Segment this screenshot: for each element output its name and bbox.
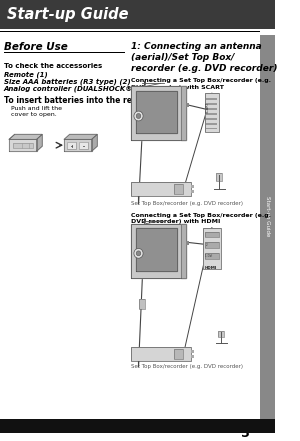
Bar (205, 242, 219, 248)
Bar (205, 93, 219, 132)
Bar (191, 355, 194, 358)
Bar (0, 419, 275, 433)
Text: HDMI: HDMI (205, 266, 217, 270)
Bar (191, 191, 194, 193)
Bar (205, 242, 219, 248)
Bar (203, 228, 221, 269)
Text: Before Use: Before Use (4, 42, 68, 52)
Bar (67, 142, 76, 149)
Polygon shape (92, 135, 97, 151)
Text: 1 DVI: 1 DVI (206, 254, 213, 258)
Bar (206, 118, 218, 120)
Circle shape (136, 113, 141, 119)
Polygon shape (136, 91, 177, 133)
Polygon shape (37, 135, 42, 151)
Polygon shape (131, 86, 186, 140)
Bar (217, 173, 222, 180)
Text: Size AAA batteries (R3 type) (2): Size AAA batteries (R3 type) (2) (4, 78, 130, 85)
Text: Remote (1): Remote (1) (4, 71, 47, 78)
Text: 5: 5 (241, 427, 250, 440)
Bar (79, 142, 88, 149)
Polygon shape (9, 135, 42, 139)
Bar (174, 184, 184, 194)
Bar (131, 347, 191, 361)
Text: Start-up Guide: Start-up Guide (265, 196, 270, 236)
Bar (131, 183, 191, 196)
Bar (131, 183, 191, 196)
Bar (206, 123, 218, 125)
Text: SCART: SCART (206, 101, 209, 113)
Polygon shape (64, 135, 97, 139)
Bar (0, 31, 260, 32)
Text: Start-up Guide: Start-up Guide (7, 7, 129, 22)
Bar (217, 173, 222, 180)
Text: Set Top Box/recorder (e.g. DVD recorder): Set Top Box/recorder (e.g. DVD recorder) (131, 201, 243, 206)
Bar (140, 299, 145, 309)
Circle shape (134, 111, 143, 121)
Bar (191, 350, 194, 353)
Text: Connecting a Set Top Box/recorder (e.g.
DVD recorder) with HDMI: Connecting a Set Top Box/recorder (e.g. … (131, 213, 271, 224)
Text: Connecting a Set Top Box/recorder (e.g.
DVD recorder) with SCART: Connecting a Set Top Box/recorder (e.g. … (131, 78, 271, 90)
Bar (174, 349, 184, 359)
Bar (206, 108, 218, 110)
Bar (205, 253, 219, 259)
Text: 1: Connecting an antenna
(aerial)/Set Top Box/
recorder (e.g. DVD recorder): 1: Connecting an antenna (aerial)/Set To… (131, 42, 278, 73)
Circle shape (136, 251, 141, 256)
Polygon shape (181, 86, 186, 140)
Bar (79, 142, 88, 149)
Polygon shape (136, 228, 177, 271)
Text: GB: GB (251, 424, 260, 429)
Text: To insert batteries into the remote: To insert batteries into the remote (4, 96, 154, 105)
Bar (0, 0, 275, 30)
Bar (4, 52, 125, 53)
Circle shape (134, 248, 143, 258)
Bar (218, 331, 224, 337)
Polygon shape (9, 139, 37, 151)
Text: To check the accessories: To check the accessories (4, 63, 102, 69)
Bar (127, 30, 128, 433)
Polygon shape (64, 139, 92, 151)
Bar (206, 103, 218, 105)
Bar (13, 143, 33, 148)
Bar (186, 103, 189, 107)
Polygon shape (131, 224, 186, 278)
Text: Push and lift the
cover to open.: Push and lift the cover to open. (11, 106, 62, 117)
Bar (260, 35, 275, 433)
Bar (205, 232, 219, 237)
Bar (205, 232, 219, 237)
Bar (206, 98, 218, 100)
Bar (140, 299, 145, 309)
Bar (174, 349, 184, 359)
Bar (174, 184, 184, 194)
Polygon shape (181, 224, 186, 278)
Bar (206, 127, 218, 130)
Bar (67, 142, 76, 149)
Text: 2: 2 (206, 243, 207, 247)
Bar (186, 241, 189, 244)
Bar (205, 93, 219, 132)
Bar (203, 228, 221, 269)
Text: Analog controller (DUALSHOCK®2) (1): Analog controller (DUALSHOCK®2) (1) (4, 86, 155, 92)
Bar (205, 253, 219, 259)
Bar (13, 143, 33, 148)
Bar (191, 185, 194, 188)
Bar (218, 331, 224, 337)
Text: Set Top Box/recorder (e.g. DVD recorder): Set Top Box/recorder (e.g. DVD recorder) (131, 364, 243, 369)
Bar (206, 113, 218, 115)
Bar (131, 347, 191, 361)
